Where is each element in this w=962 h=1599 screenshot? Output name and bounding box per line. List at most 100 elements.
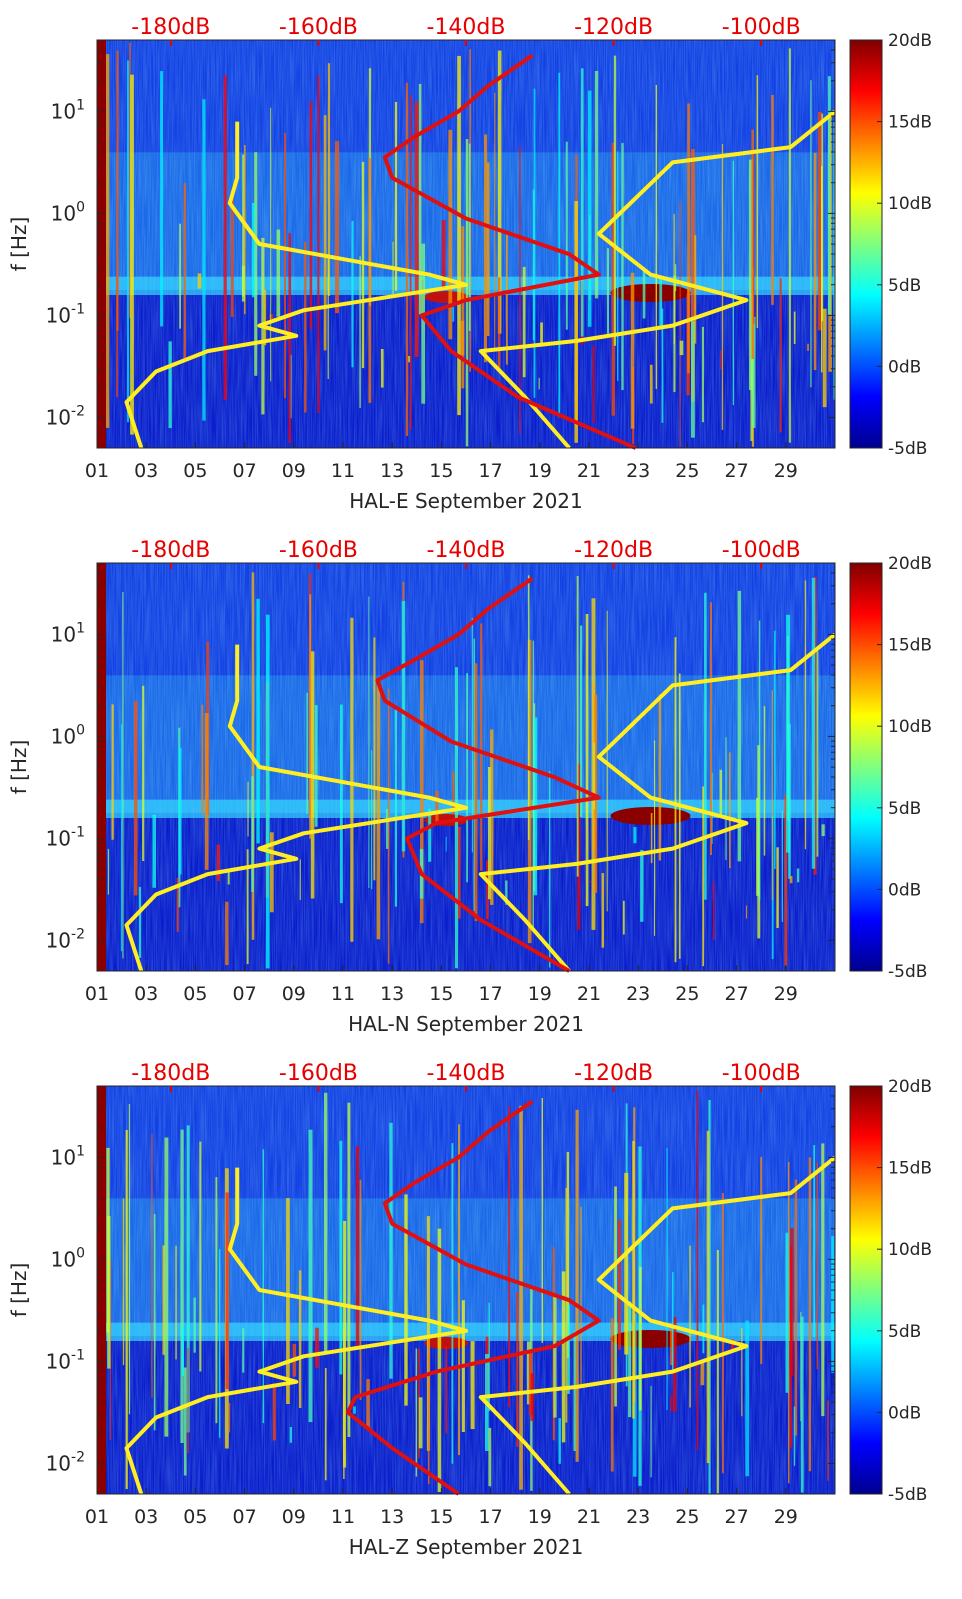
- spectrogram-streak: [129, 43, 131, 319]
- spectrogram-streak: [111, 704, 114, 840]
- spectrogram-streak: [317, 75, 320, 414]
- spectrogram-streak: [178, 747, 182, 875]
- spectrogram-streak: [756, 797, 759, 896]
- top-db-tick-label: -180dB: [131, 15, 210, 40]
- spectrogram-streak: [225, 901, 229, 966]
- colorbar: [849, 562, 883, 972]
- spectrogram-streak: [130, 74, 134, 435]
- colorbar-tick-label: 0dB: [888, 1403, 921, 1423]
- spectrogram-streak: [125, 1130, 128, 1490]
- x-tick-label: 23: [626, 460, 650, 482]
- x-tick-label: 03: [134, 1506, 158, 1528]
- spectrogram-streak: [640, 850, 644, 922]
- spectrogram-streak: [702, 786, 705, 967]
- spectrogram-streak: [202, 99, 206, 421]
- y-tick-label: 100: [51, 1245, 85, 1271]
- spectrogram-streak: [324, 1367, 327, 1481]
- top-db-tick-label: -140dB: [427, 1061, 506, 1086]
- top-db-tick-label: -100dB: [722, 15, 801, 40]
- x-axis-label: HAL-Z September 2021: [349, 1535, 584, 1559]
- spectrogram-streak: [418, 83, 422, 315]
- colorbar-tick-label: 0dB: [888, 880, 921, 900]
- y-tick-label: 10-2: [46, 1449, 85, 1475]
- y-tick-label: 101: [51, 1143, 85, 1169]
- x-axis-label: HAL-N September 2021: [348, 1012, 584, 1036]
- spectrogram-streak: [323, 115, 327, 351]
- spectrogram-streak: [827, 1400, 829, 1481]
- spectrogram-streak: [435, 790, 439, 823]
- spectrogram-streak: [704, 592, 707, 900]
- x-tick-label: 17: [479, 1506, 503, 1528]
- spectrogram-streak: [418, 1397, 423, 1449]
- spectrogram-energy-burst: [610, 283, 691, 302]
- x-tick-label: 09: [282, 1506, 306, 1528]
- x-tick-label: 05: [183, 1506, 207, 1528]
- spectrogram-streak: [606, 248, 609, 334]
- spectrogram-streak: [164, 1137, 169, 1437]
- spectrogram-streak: [204, 713, 209, 870]
- spectrogram-streak: [246, 849, 249, 965]
- spectrogram-streak: [793, 311, 796, 344]
- spectrogram-streak: [649, 364, 653, 404]
- spectrogram-streak: [454, 667, 458, 969]
- spectrogram-streak: [579, 625, 583, 817]
- spectrogram-streak: [401, 600, 406, 852]
- spectrogram-streak: [347, 1102, 351, 1437]
- spectrogram-streak: [821, 165, 823, 373]
- spectrogram-energy-burst: [610, 1329, 691, 1348]
- spectrogram-streak: [721, 144, 724, 430]
- spectrogram-streak: [486, 860, 489, 920]
- spectrogram-streak: [674, 637, 677, 963]
- spectrogram-streak: [183, 1367, 187, 1476]
- spectrogram-streak: [223, 75, 227, 400]
- top-db-tick-label: -160dB: [279, 15, 358, 40]
- spectrogram-streak: [473, 638, 475, 912]
- spectrogram-streak: [771, 95, 774, 305]
- spectrogram-streak: [225, 1192, 229, 1389]
- spectrogram-streak: [265, 614, 270, 969]
- colorbar-tick-label: 15dB: [888, 636, 932, 656]
- x-tick-label: 07: [233, 983, 257, 1005]
- spectrogram-streak: [263, 289, 267, 346]
- y-tick-label: 10-1: [46, 301, 85, 327]
- spectrogram-streak: [729, 752, 731, 869]
- spectrogram-streak: [244, 145, 246, 315]
- spectrogram-streak: [690, 149, 695, 402]
- spectrogram-streak: [441, 220, 446, 287]
- spectrogram-streak: [351, 221, 354, 368]
- x-tick-label: 27: [725, 460, 749, 482]
- x-tick-label: 25: [675, 460, 699, 482]
- x-tick-label: 21: [577, 460, 601, 482]
- y-axis-label: f [Hz]: [7, 1263, 31, 1318]
- spectrogram-streak: [262, 1149, 265, 1424]
- spectrogram-streak: [553, 1295, 557, 1418]
- spectrogram-streak: [758, 620, 761, 901]
- spectrogram-streak: [666, 1147, 668, 1410]
- colorbar-tick-label: 20dB: [888, 554, 932, 574]
- spectrogram-streak: [251, 203, 255, 298]
- spectrogram-streak: [561, 1271, 566, 1443]
- spectrogram-streak: [386, 808, 389, 849]
- top-db-tick-label: -120dB: [574, 15, 653, 40]
- spectrogram-streak: [642, 269, 646, 319]
- spectrogram-streak: [813, 1145, 816, 1338]
- spectrogram-streak: [488, 767, 491, 900]
- spectrogram-streak: [299, 859, 301, 901]
- x-tick-label: 15: [429, 460, 453, 482]
- x-tick-label: 27: [725, 1506, 749, 1528]
- spectrogram-streak: [315, 1327, 319, 1368]
- x-tick-label: 21: [577, 1506, 601, 1528]
- spectrogram-streak: [437, 1228, 442, 1492]
- spectrogram-streak: [230, 190, 234, 317]
- spectrogram-streak: [350, 617, 354, 942]
- spectrogram-streak: [497, 277, 501, 371]
- spectrogram-streak: [816, 1162, 819, 1370]
- spectrogram-streak: [366, 1379, 370, 1430]
- x-tick-label: 25: [675, 983, 699, 1005]
- spectrogram-streak: [670, 1328, 674, 1366]
- spectrogram-streak: [622, 900, 625, 935]
- red-model-curve: [345, 1099, 601, 1496]
- spectrogram-streak: [361, 162, 365, 369]
- spectrogram-streak: [679, 340, 684, 356]
- spectrogram-streak: [711, 773, 713, 844]
